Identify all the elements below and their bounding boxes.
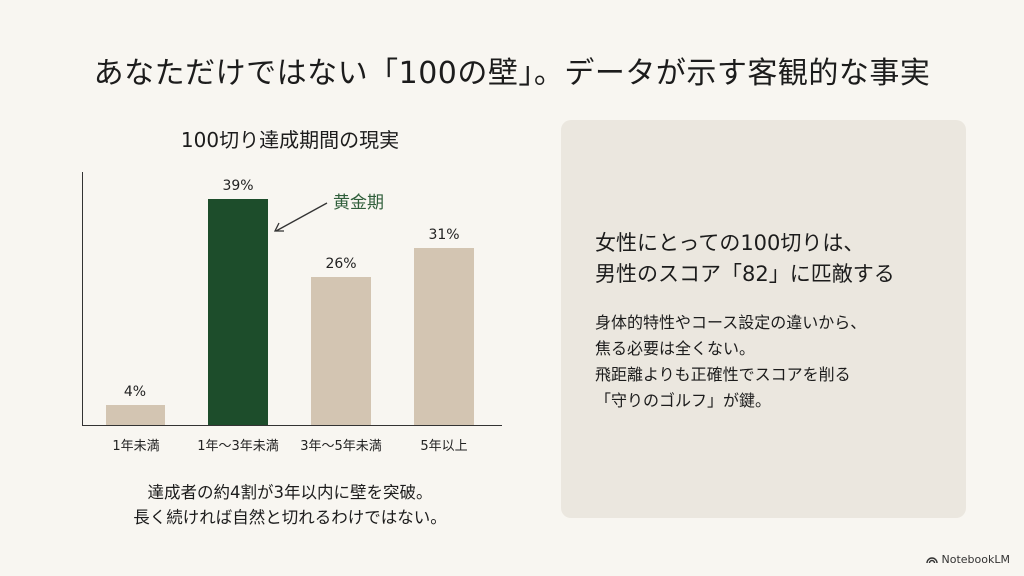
x-axis	[82, 425, 502, 426]
bar-1yr-under	[106, 405, 165, 425]
arrow-icon	[273, 202, 328, 232]
heading-line: 男性のスコア「82」に匹敵する	[595, 262, 895, 286]
body-line: 飛距離よりも正確性でスコアを削る	[595, 365, 851, 384]
body-line: 焦る必要は全くない。	[595, 339, 756, 358]
category-label: 1年未満	[112, 439, 160, 454]
brand-label: NotebookLM	[941, 553, 1010, 566]
bar-3-5yr	[311, 277, 371, 425]
heading-line: 女性にとっての100切りは、	[595, 231, 865, 255]
brand-watermark: NotebookLM	[925, 553, 1010, 566]
value-label: 39%	[222, 178, 254, 194]
category-label: 3年〜5年未満	[300, 439, 382, 454]
caption-line: 達成者の約4割が3年以内に壁を突破。	[147, 483, 433, 502]
chart-caption: 達成者の約4割が3年以内に壁を突破。 長く続ければ自然と切れるわけではない。	[80, 480, 500, 530]
caption-line: 長く続ければ自然と切れるわけではない。	[133, 508, 447, 527]
slide-title: あなただけではない「100の壁」。データが示す客観的な事実	[93, 56, 931, 91]
bar-5yr-over	[414, 248, 474, 425]
category-label: 1年〜3年未満	[197, 439, 279, 454]
body-line: 身体的特性やコース設定の違いから、	[595, 313, 867, 332]
body-line: 「守りのゴルフ」が鍵。	[595, 391, 772, 410]
value-label: 26%	[325, 256, 357, 272]
y-axis	[82, 172, 83, 426]
panel-body: 身体的特性やコース設定の違いから、 焦る必要は全くない。 飛距離よりも正確性でス…	[595, 310, 866, 414]
panel-heading: 女性にとっての100切りは、 男性のスコア「82」に匹敵する	[595, 228, 895, 290]
value-label: 4%	[123, 384, 147, 400]
chart-title: 100切り達成期間の現実	[180, 128, 400, 152]
value-label: 31%	[428, 227, 460, 243]
insight-panel: 女性にとっての100切りは、 男性のスコア「82」に匹敵する 身体的特性やコース…	[561, 120, 966, 518]
golden-period-annotation: 黄金期	[333, 193, 384, 213]
bar-1-3yr	[208, 199, 268, 425]
notebooklm-icon	[925, 557, 938, 564]
category-label: 5年以上	[420, 439, 468, 454]
